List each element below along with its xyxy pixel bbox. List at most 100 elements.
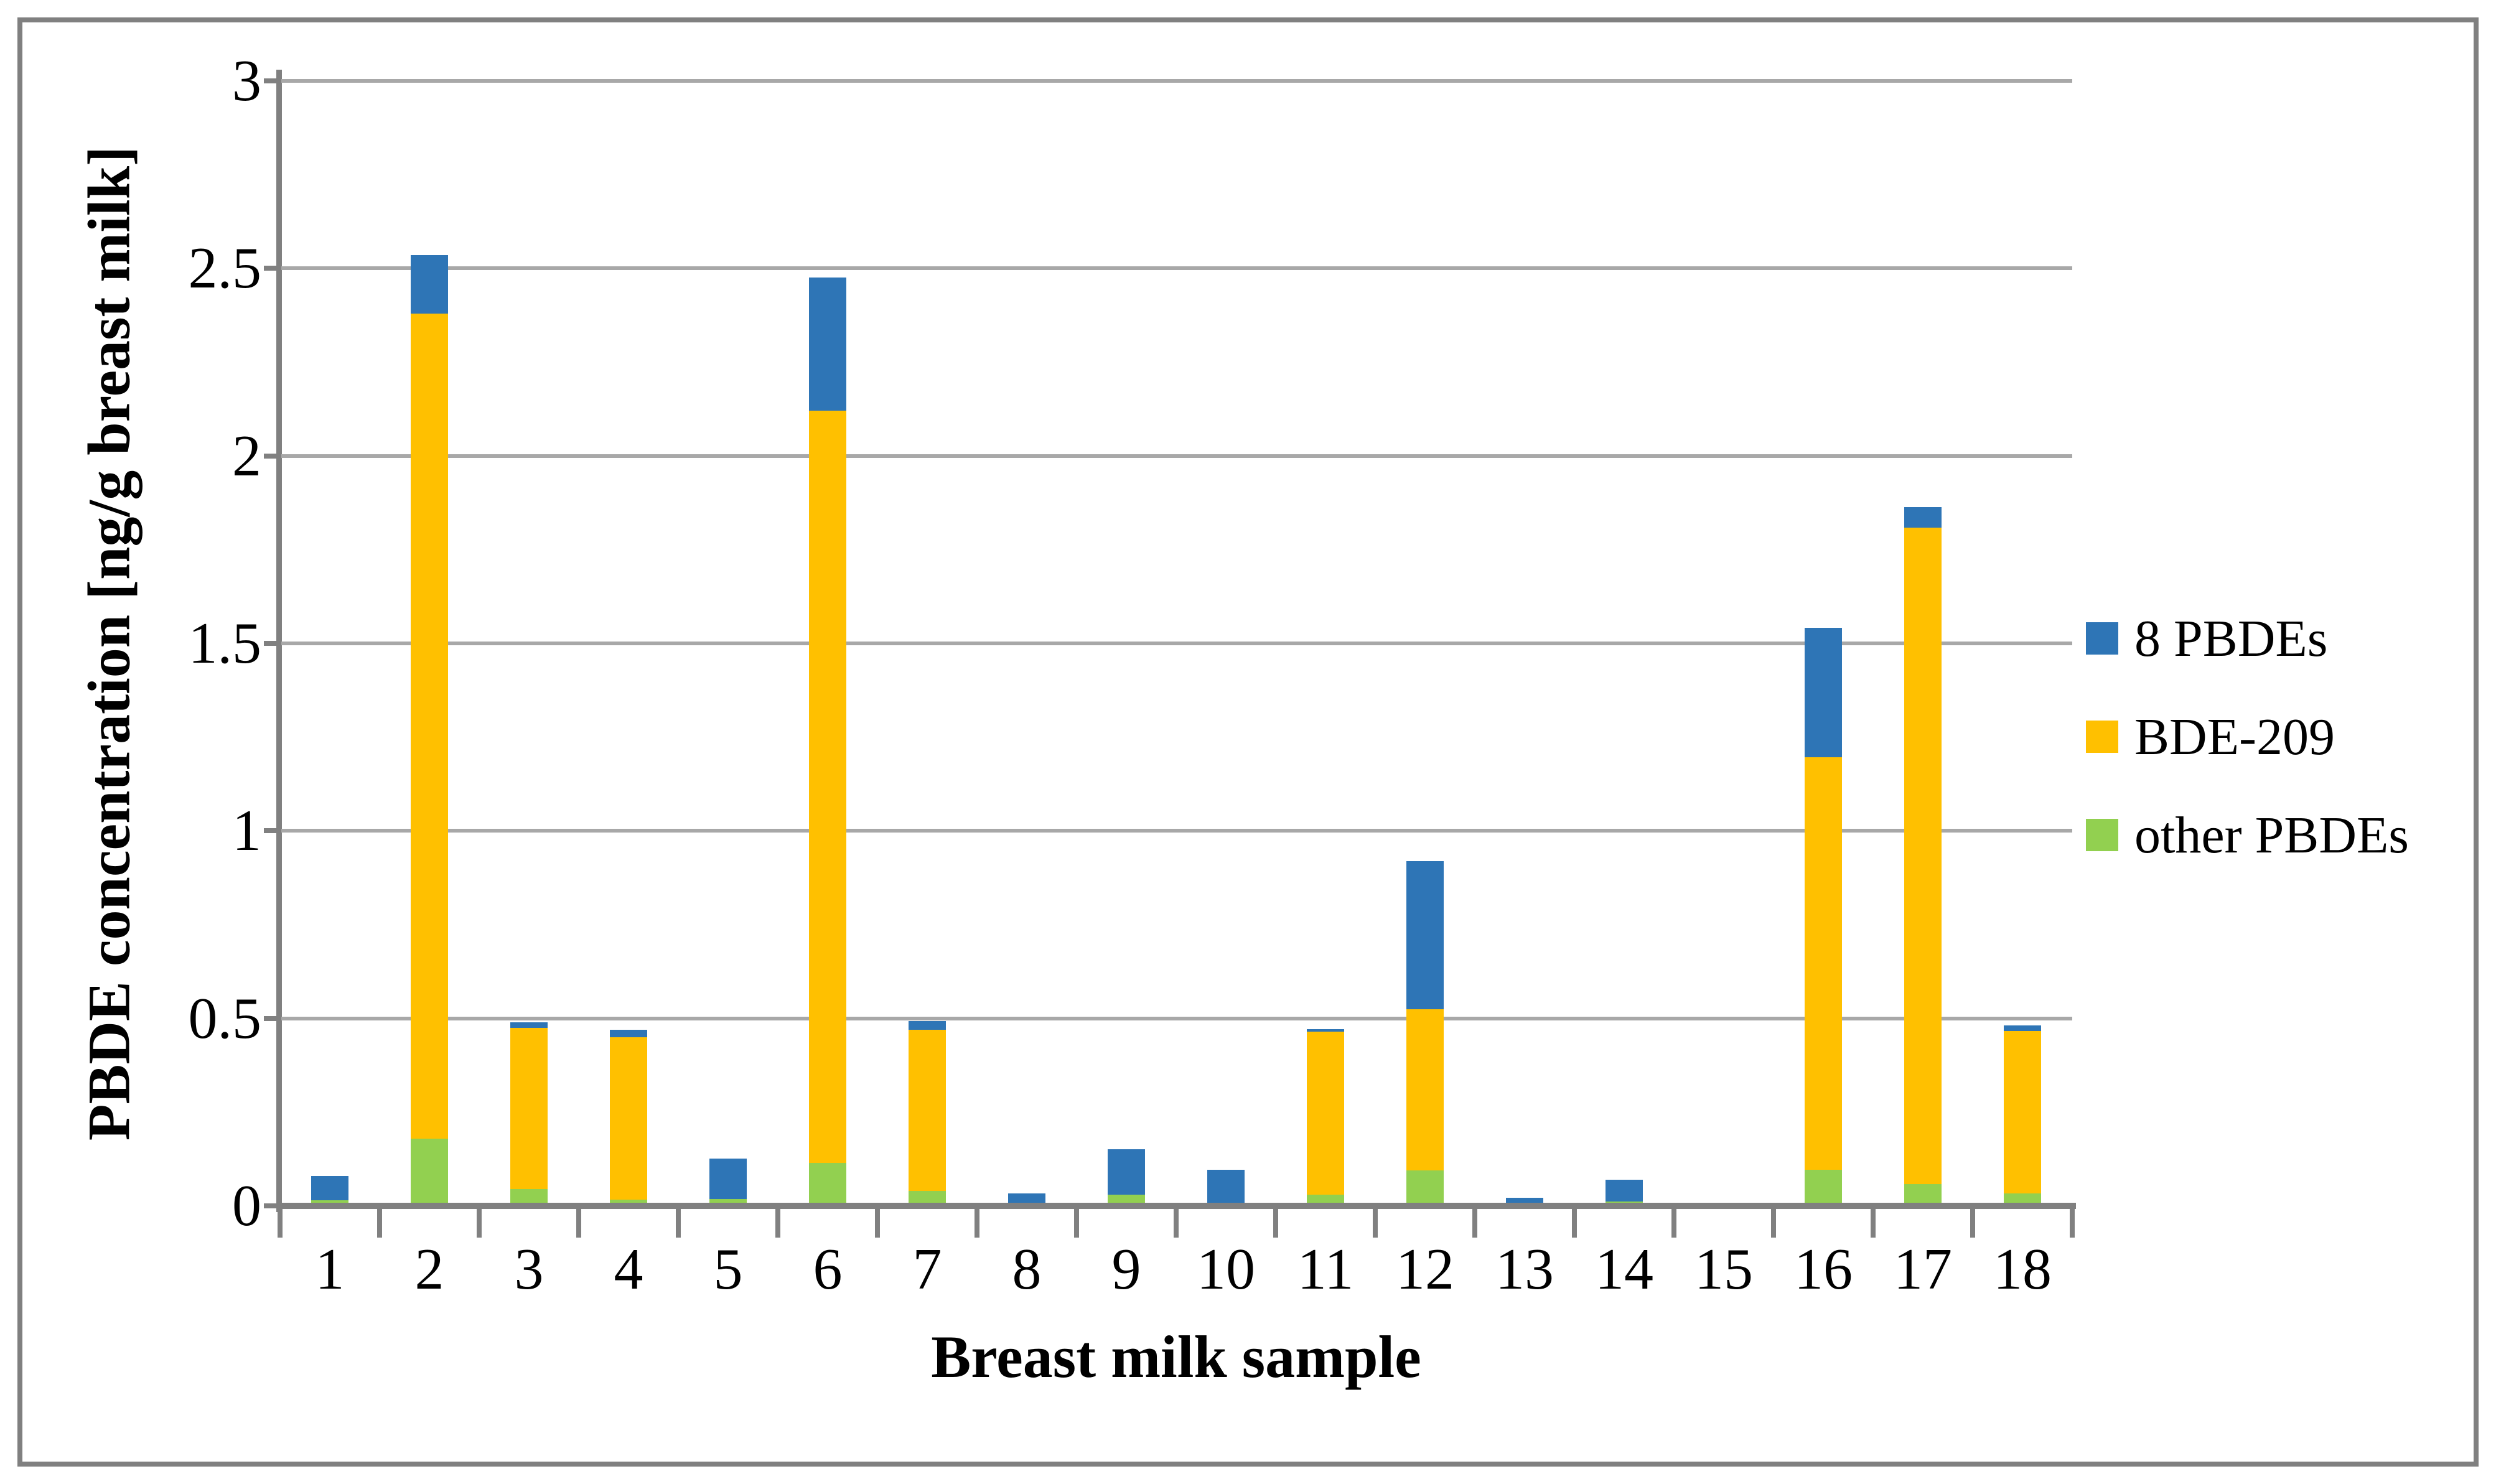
x-tick-label: 8 [1012, 1237, 1042, 1302]
x-axis-tick [377, 1209, 382, 1238]
x-axis-tick [477, 1209, 482, 1238]
x-axis-tick [278, 1209, 283, 1238]
legend-label: other PBDEs [2134, 806, 2409, 864]
bar-segment-8-pbdes [1606, 1179, 1643, 1202]
gridline [280, 79, 2072, 83]
legend-label: 8 PBDEs [2134, 609, 2328, 668]
y-axis-tick [264, 828, 281, 834]
gridline [280, 642, 2072, 645]
bar-segment-bde-209 [1406, 1009, 1444, 1170]
bar-segment-8-pbdes [1406, 861, 1444, 1009]
x-axis-tick [1273, 1209, 1278, 1238]
bar-segment-other-pbdes [610, 1199, 647, 1206]
x-tick-label: 2 [414, 1237, 444, 1302]
x-tick-label: 14 [1595, 1237, 1653, 1302]
x-tick-label: 4 [614, 1237, 643, 1302]
y-axis-tick [264, 266, 281, 271]
bar-segment-bde-209 [1904, 528, 1942, 1185]
legend-label: BDE-209 [2134, 707, 2335, 766]
bar-segment-bde-209 [909, 1029, 946, 1191]
bar-segment-8-pbdes [510, 1022, 548, 1029]
y-tick-label: 0.5 [188, 986, 262, 1051]
bar-segment-bde-209 [809, 411, 846, 1163]
x-tick-label: 17 [1894, 1237, 1952, 1302]
x-axis-tick [1970, 1209, 1975, 1238]
gridline [280, 1016, 2072, 1020]
x-tick-label: 1 [315, 1237, 345, 1302]
bar-segment-8-pbdes [909, 1021, 946, 1030]
y-tick-label: 2 [232, 423, 261, 488]
x-tick-label: 9 [1111, 1237, 1141, 1302]
bar-segment-8-pbdes [1307, 1029, 1344, 1032]
bar-segment-8-pbdes [1008, 1193, 1045, 1204]
bar-segment-8-pbdes [2004, 1025, 2041, 1031]
bar-segment-bde-209 [1805, 757, 1842, 1170]
bar-segment-other-pbdes [411, 1138, 448, 1206]
bar-segment-8-pbdes [411, 255, 448, 314]
y-tick-label: 1.5 [188, 611, 262, 676]
legend-swatch-8-pbdes [2086, 622, 2118, 655]
x-axis-tick [1472, 1209, 1477, 1238]
legend-item-bde-209: BDE-209 [2086, 703, 2409, 770]
x-axis-baseline [276, 1203, 2076, 1209]
gridline [280, 266, 2072, 271]
x-axis-tick [775, 1209, 780, 1238]
bar-segment-8-pbdes [1805, 627, 1842, 757]
bar-segment-8-pbdes [311, 1175, 348, 1200]
bar-segment-8-pbdes [1108, 1149, 1145, 1195]
x-axis-tick [1771, 1209, 1776, 1238]
bar-segment-bde-209 [510, 1028, 548, 1190]
bar-segment-8-pbdes [610, 1029, 647, 1038]
legend-item-8-pbdes: 8 PBDEs [2086, 605, 2409, 672]
y-axis-tick [264, 78, 281, 83]
x-tick-label: 3 [514, 1237, 544, 1302]
y-tick-label: 1 [232, 798, 261, 864]
bar-segment-8-pbdes [1207, 1170, 1245, 1203]
y-axis-tick [264, 641, 281, 646]
bar-segment-other-pbdes [709, 1198, 747, 1206]
x-axis-title: Breast milk sample [931, 1323, 1421, 1390]
legend-swatch-bde-209 [2086, 721, 2118, 753]
legend-item-other-pbdes: other PBDEs [2086, 801, 2409, 869]
x-axis-tick [576, 1209, 581, 1238]
bar-segment-bde-209 [2004, 1030, 2041, 1194]
y-axis-tick [264, 1015, 281, 1021]
bar-segment-bde-209 [411, 313, 448, 1139]
x-axis-tick [676, 1209, 681, 1238]
y-axis-tick [264, 453, 281, 459]
x-axis-tick [875, 1209, 880, 1238]
gridline [280, 829, 2072, 833]
figure-border [17, 17, 2479, 1467]
legend-swatch-other-pbdes [2086, 819, 2118, 851]
x-axis-tick [2070, 1209, 2075, 1238]
y-tick-label: 2.5 [188, 236, 262, 301]
gridline [280, 454, 2072, 458]
bar-segment-other-pbdes [1406, 1170, 1444, 1206]
bar-segment-other-pbdes [1904, 1184, 1942, 1206]
x-axis-tick [1871, 1209, 1876, 1238]
legend: 8 PBDEs BDE-209 other PBDEs [2086, 605, 2409, 869]
bar-segment-bde-209 [1307, 1031, 1344, 1195]
x-tick-label: 16 [1794, 1237, 1853, 1302]
bar-segment-bde-209 [610, 1037, 647, 1200]
x-axis-tick [1174, 1209, 1179, 1238]
x-axis-tick [975, 1209, 979, 1238]
x-tick-label: 12 [1396, 1237, 1454, 1302]
bar-segment-other-pbdes [1805, 1169, 1842, 1206]
bar-segment-8-pbdes [1904, 507, 1942, 528]
y-axis-tick [264, 1203, 281, 1208]
y-tick-label: 3 [232, 49, 261, 113]
x-axis-tick [1074, 1209, 1079, 1238]
y-tick-label: 0 [232, 1174, 261, 1238]
x-tick-label: 18 [1993, 1237, 2052, 1302]
x-tick-label: 6 [813, 1237, 843, 1302]
x-tick-label: 5 [713, 1237, 743, 1302]
x-tick-label: 7 [912, 1237, 942, 1302]
bar-segment-8-pbdes [809, 278, 846, 411]
bar-segment-8-pbdes [709, 1159, 747, 1199]
plot-area [280, 79, 2072, 1206]
x-axis-tick [1572, 1209, 1577, 1238]
x-tick-label: 13 [1495, 1237, 1554, 1302]
bar-segment-other-pbdes [809, 1162, 846, 1206]
